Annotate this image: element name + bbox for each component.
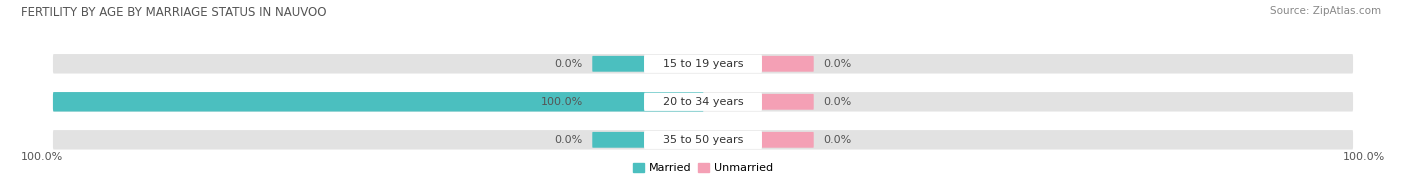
Text: 20 to 34 years: 20 to 34 years [662,97,744,107]
FancyBboxPatch shape [592,56,645,72]
Text: Source: ZipAtlas.com: Source: ZipAtlas.com [1270,6,1381,16]
Text: FERTILITY BY AGE BY MARRIAGE STATUS IN NAUVOO: FERTILITY BY AGE BY MARRIAGE STATUS IN N… [21,6,326,19]
Text: 0.0%: 0.0% [823,59,852,69]
Text: 0.0%: 0.0% [823,97,852,107]
FancyBboxPatch shape [53,92,1353,112]
FancyBboxPatch shape [761,132,814,148]
FancyBboxPatch shape [644,55,762,73]
Text: 15 to 19 years: 15 to 19 years [662,59,744,69]
FancyBboxPatch shape [644,93,762,111]
FancyBboxPatch shape [53,130,1353,150]
Text: 100.0%: 100.0% [540,97,583,107]
FancyBboxPatch shape [761,56,814,72]
FancyBboxPatch shape [53,92,703,112]
Legend: Married, Unmarried: Married, Unmarried [628,158,778,178]
Text: 0.0%: 0.0% [823,135,852,145]
FancyBboxPatch shape [644,131,762,149]
Text: 0.0%: 0.0% [554,135,583,145]
FancyBboxPatch shape [592,132,645,148]
FancyBboxPatch shape [592,94,645,110]
Text: 0.0%: 0.0% [554,59,583,69]
Text: 100.0%: 100.0% [1343,152,1385,162]
FancyBboxPatch shape [53,54,1353,74]
FancyBboxPatch shape [761,94,814,110]
Text: 35 to 50 years: 35 to 50 years [662,135,744,145]
Text: 100.0%: 100.0% [21,152,63,162]
